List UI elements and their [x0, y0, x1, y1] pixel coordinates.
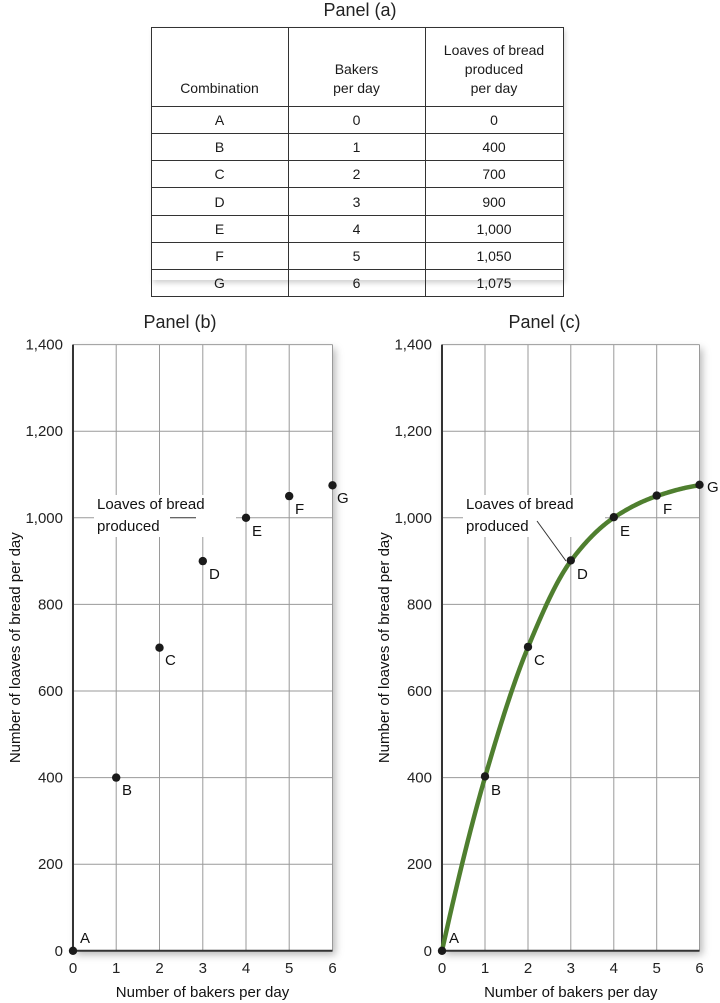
svg-text:F: F [295, 501, 304, 518]
svg-text:E: E [620, 523, 630, 540]
svg-text:0: 0 [69, 960, 77, 977]
svg-text:produced: produced [466, 518, 529, 535]
svg-text:0: 0 [438, 960, 446, 977]
svg-text:5: 5 [653, 960, 661, 977]
svg-text:F: F [663, 501, 672, 518]
svg-text:1: 1 [112, 960, 120, 977]
svg-text:0: 0 [55, 943, 63, 960]
svg-text:1,200: 1,200 [394, 423, 432, 440]
svg-text:Number of loaves of bread per: Number of loaves of bread per day [7, 532, 24, 763]
svg-text:Number of bakers per day: Number of bakers per day [116, 984, 290, 1001]
svg-text:400: 400 [407, 770, 432, 787]
svg-text:1: 1 [481, 960, 489, 977]
svg-text:A: A [449, 930, 459, 947]
svg-text:C: C [165, 652, 176, 669]
svg-text:Loaves of bread: Loaves of bread [466, 496, 574, 513]
svg-text:200: 200 [38, 856, 63, 873]
svg-text:200: 200 [407, 856, 432, 873]
svg-text:5: 5 [285, 960, 293, 977]
svg-text:6: 6 [328, 960, 336, 977]
svg-text:800: 800 [407, 596, 432, 613]
svg-text:1,400: 1,400 [394, 337, 432, 354]
svg-text:C: C [534, 652, 545, 669]
svg-text:6: 6 [695, 960, 703, 977]
svg-text:A: A [80, 930, 90, 947]
svg-text:1,000: 1,000 [394, 510, 432, 527]
svg-text:1,400: 1,400 [25, 337, 63, 354]
svg-text:produced: produced [97, 518, 160, 535]
svg-text:1,200: 1,200 [25, 423, 63, 440]
svg-text:1,000: 1,000 [25, 510, 63, 527]
svg-text:2: 2 [524, 960, 532, 977]
svg-text:Loaves of bread: Loaves of bread [97, 496, 205, 513]
svg-text:Number of loaves of bread per: Number of loaves of bread per day [376, 532, 393, 763]
svg-text:3: 3 [199, 960, 207, 977]
svg-text:600: 600 [38, 683, 63, 700]
svg-text:B: B [491, 782, 501, 799]
svg-text:600: 600 [407, 683, 432, 700]
svg-text:4: 4 [610, 960, 618, 977]
svg-text:0: 0 [424, 943, 432, 960]
svg-text:800: 800 [38, 596, 63, 613]
svg-text:Number of bakers per day: Number of bakers per day [484, 984, 658, 1001]
svg-text:G: G [337, 490, 349, 507]
svg-text:3: 3 [567, 960, 575, 977]
svg-text:E: E [252, 523, 262, 540]
svg-text:D: D [577, 566, 588, 583]
svg-text:D: D [209, 566, 220, 583]
svg-text:G: G [707, 479, 719, 496]
svg-text:B: B [122, 782, 132, 799]
svg-text:400: 400 [38, 770, 63, 787]
svg-text:4: 4 [242, 960, 250, 977]
svg-text:2: 2 [155, 960, 163, 977]
